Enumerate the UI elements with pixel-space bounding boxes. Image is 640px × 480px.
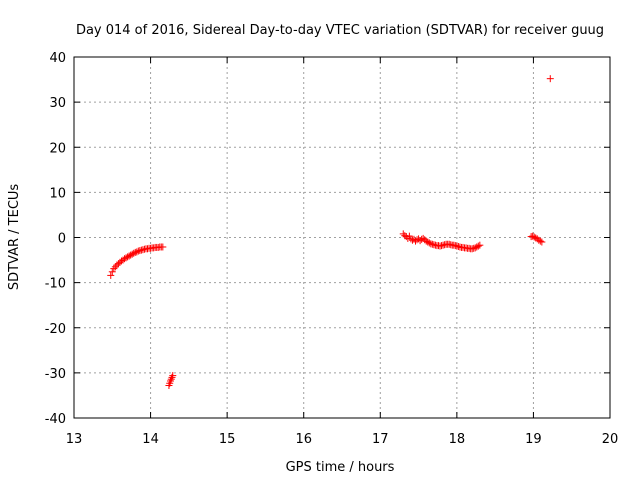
x-tick-label: 20: [602, 432, 619, 447]
y-tick-label: 30: [49, 96, 66, 111]
y-tick-label: 0: [58, 232, 66, 247]
x-tick-label: 14: [142, 432, 159, 447]
data-point: [166, 377, 174, 385]
y-axis-label: SDTVAR / TECUs: [7, 184, 22, 291]
points-layer: [107, 75, 554, 390]
data-point: [474, 242, 482, 250]
data-point: [424, 238, 432, 246]
data-point: [169, 372, 177, 380]
data-point: [111, 263, 119, 271]
y-tick-label: 10: [49, 186, 66, 201]
data-point: [108, 268, 116, 276]
data-point: [125, 252, 133, 260]
data-point: [127, 251, 135, 259]
x-tick-label: 18: [449, 432, 466, 447]
data-point: [535, 236, 543, 244]
data-point: [167, 375, 175, 383]
data-point: [107, 271, 115, 279]
data-point: [538, 238, 546, 246]
data-point: [476, 241, 484, 249]
data-point: [168, 373, 176, 381]
y-tick-label: -20: [45, 322, 66, 337]
tick-layer: 13 14 15 16 17 18 19 20 40 30 20 10 0 -10 -20 -30 -40: [45, 51, 619, 447]
data-point: [110, 265, 118, 273]
chart-title: Day 014 of 2016, Sidereal Day-to-day VTE…: [76, 23, 604, 38]
y-tick-label: -30: [45, 367, 66, 382]
data-point: [159, 243, 167, 251]
y-tick-label: -40: [45, 412, 66, 427]
y-tick-label: -10: [45, 277, 66, 292]
data-point: [530, 233, 538, 241]
y-tick-label: 20: [49, 141, 66, 156]
data-point: [122, 254, 130, 262]
y-tick-label: 40: [49, 51, 66, 66]
data-point: [546, 75, 554, 83]
x-tick-label: 17: [372, 432, 389, 447]
data-point: [128, 250, 136, 258]
data-point: [471, 244, 479, 252]
data-point: [425, 239, 433, 247]
data-point: [473, 243, 481, 251]
x-tick-label: 16: [295, 432, 312, 447]
data-point: [422, 237, 430, 245]
x-tick-label: 19: [525, 432, 542, 447]
x-axis-label: GPS time / hours: [286, 460, 395, 475]
data-point: [133, 248, 141, 256]
x-tick-label: 13: [66, 432, 83, 447]
data-point: [124, 253, 132, 261]
x-tick-label: 15: [219, 432, 236, 447]
data-point: [121, 255, 129, 263]
data-point: [536, 237, 544, 245]
data-point: [529, 232, 537, 240]
data-point: [130, 249, 138, 257]
